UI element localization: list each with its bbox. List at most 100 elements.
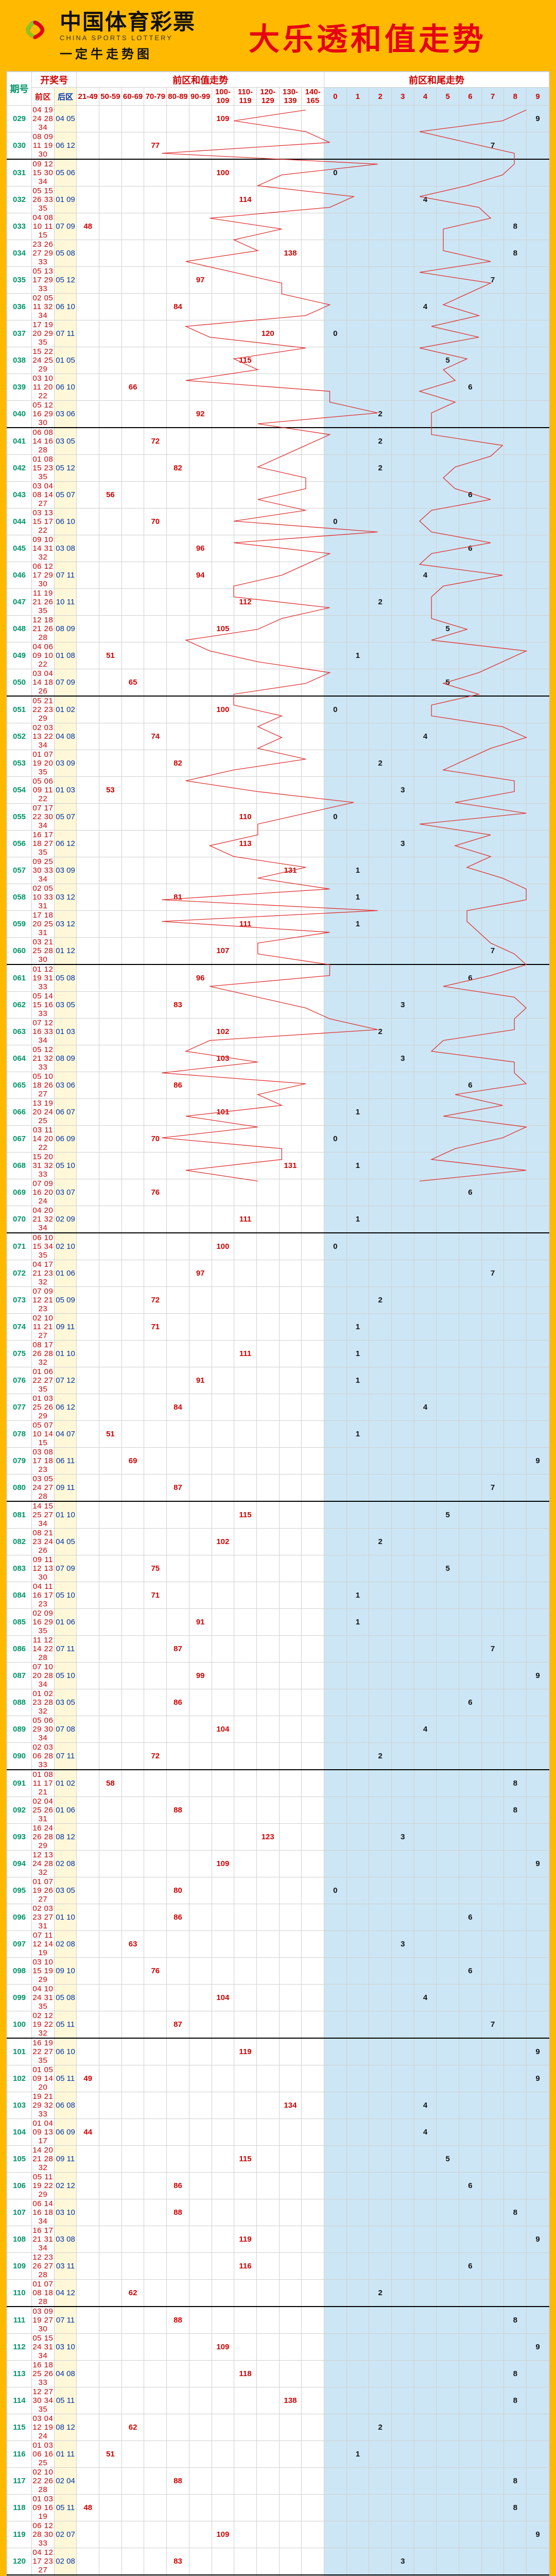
cell-empty: [504, 616, 527, 642]
cell-empty: [77, 374, 99, 401]
cell-empty: [324, 1153, 346, 1179]
cell-tail-value: 1: [346, 1367, 369, 1394]
cell-empty: [121, 401, 144, 428]
cell-empty: [302, 535, 324, 562]
cell-empty: [437, 401, 459, 428]
cell-empty: [279, 1931, 302, 1958]
cell-empty: [121, 589, 144, 616]
cell-empty: [144, 1985, 167, 2011]
cell-empty: [189, 1475, 212, 1502]
cell-empty: [212, 428, 234, 455]
cell-tail-value: 3: [392, 992, 414, 1019]
cell-empty: [256, 1851, 279, 1877]
cell-empty: [121, 2521, 144, 2548]
cell-empty: [302, 2226, 324, 2253]
cell-empty: [189, 159, 212, 187]
cell-front: 01 08 11 17 21: [32, 1770, 55, 1797]
cell-empty: [414, 2361, 437, 2387]
cell-empty: [121, 1904, 144, 1931]
cell-empty: [481, 1797, 504, 1824]
cell-empty: [481, 2280, 504, 2307]
table-row: 07508 17 26 28 3201 101111: [7, 1341, 549, 1367]
cell-empty: [99, 1153, 122, 1179]
cell-sum-value: 115: [234, 347, 257, 374]
cell-empty: [437, 1824, 459, 1851]
cell-empty: [481, 2548, 504, 2575]
table-row: 09202 04 25 26 3101 06888: [7, 1797, 549, 1824]
cell-empty: [459, 132, 482, 160]
cell-empty: [324, 1367, 346, 1394]
cell-empty: [234, 1770, 257, 1797]
cell-empty: [279, 2173, 302, 2199]
cell-empty: [369, 964, 392, 992]
cell-empty: [256, 1206, 279, 1233]
cell-empty: [527, 884, 549, 911]
cell-empty: [346, 1126, 369, 1153]
cell-back: 01 10: [54, 1501, 77, 1529]
cell-empty: [527, 1609, 549, 1636]
cell-empty: [99, 106, 122, 132]
cell-front: 01 07 08 18 28: [32, 2280, 55, 2307]
cell-tail-value: 7: [481, 1475, 504, 1502]
logo-english-title: CHINA SPORTS LOTTERY: [60, 34, 196, 42]
cell-period: 088: [7, 1689, 32, 1716]
cell-back: 01 12: [54, 938, 77, 965]
cell-empty: [324, 2038, 346, 2065]
cell-empty: [189, 1636, 212, 1663]
cell-empty: [346, 2065, 369, 2092]
cell-empty: [324, 1797, 346, 1824]
cell-empty: [144, 1689, 167, 1716]
cell-empty: [144, 267, 167, 294]
table-row: 06101 12 19 31 3305 08966: [7, 964, 549, 992]
cell-tail-value: 8: [504, 2387, 527, 2414]
cell-empty: [121, 1663, 144, 1689]
cell-empty: [279, 1072, 302, 1099]
cell-empty: [459, 831, 482, 857]
cell-tail-value: 6: [459, 1072, 482, 1099]
cell-tail-value: 8: [504, 1797, 527, 1824]
cell-empty: [346, 1770, 369, 1797]
cell-back: 05 11: [54, 2387, 77, 2414]
cell-tail-value: 1: [346, 1582, 369, 1609]
cell-sum-value: 111: [234, 1341, 257, 1367]
cell-empty: [459, 320, 482, 347]
cell-empty: [279, 1770, 302, 1797]
cell-empty: [459, 696, 482, 723]
cell-empty: [369, 562, 392, 589]
cell-empty: [437, 1367, 459, 1394]
cell-empty: [234, 2334, 257, 2361]
cell-empty: [279, 1716, 302, 1743]
cell-back: 08 12: [54, 1824, 77, 1851]
cell-empty: [167, 2387, 189, 2414]
cell-empty: [346, 804, 369, 831]
cell-tail-value: 4: [414, 187, 437, 213]
cell-empty: [346, 347, 369, 374]
cell-empty: [234, 777, 257, 804]
cell-empty: [481, 1663, 504, 1689]
cell-empty: [459, 1824, 482, 1851]
logo-subtitle: 一定牛走势图: [60, 44, 196, 62]
cell-empty: [279, 804, 302, 831]
cell-empty: [324, 1582, 346, 1609]
table-row: 11601 03 06 16 2501 11511: [7, 2441, 549, 2468]
cell-empty: [234, 1797, 257, 1824]
cell-empty: [437, 562, 459, 589]
cell-period: 034: [7, 240, 32, 267]
cell-back: 05 10: [54, 1663, 77, 1689]
cell-empty: [189, 2092, 212, 2119]
table-row: 09412 13 24 28 3202 081099: [7, 1851, 549, 1877]
cell-empty: [437, 1287, 459, 1314]
cell-front: 06 14 16 18 34: [32, 2199, 55, 2226]
cell-empty: [144, 2280, 167, 2307]
cell-empty: [527, 1636, 549, 1663]
cell-empty: [99, 1367, 122, 1394]
cell-empty: [324, 589, 346, 616]
cell-empty: [437, 1851, 459, 1877]
cell-empty: [121, 750, 144, 777]
cell-empty: [144, 1206, 167, 1233]
cell-empty: [256, 1394, 279, 1421]
cell-empty: [324, 240, 346, 267]
cell-empty: [256, 616, 279, 642]
cell-empty: [346, 1287, 369, 1314]
cell-empty: [324, 2280, 346, 2307]
